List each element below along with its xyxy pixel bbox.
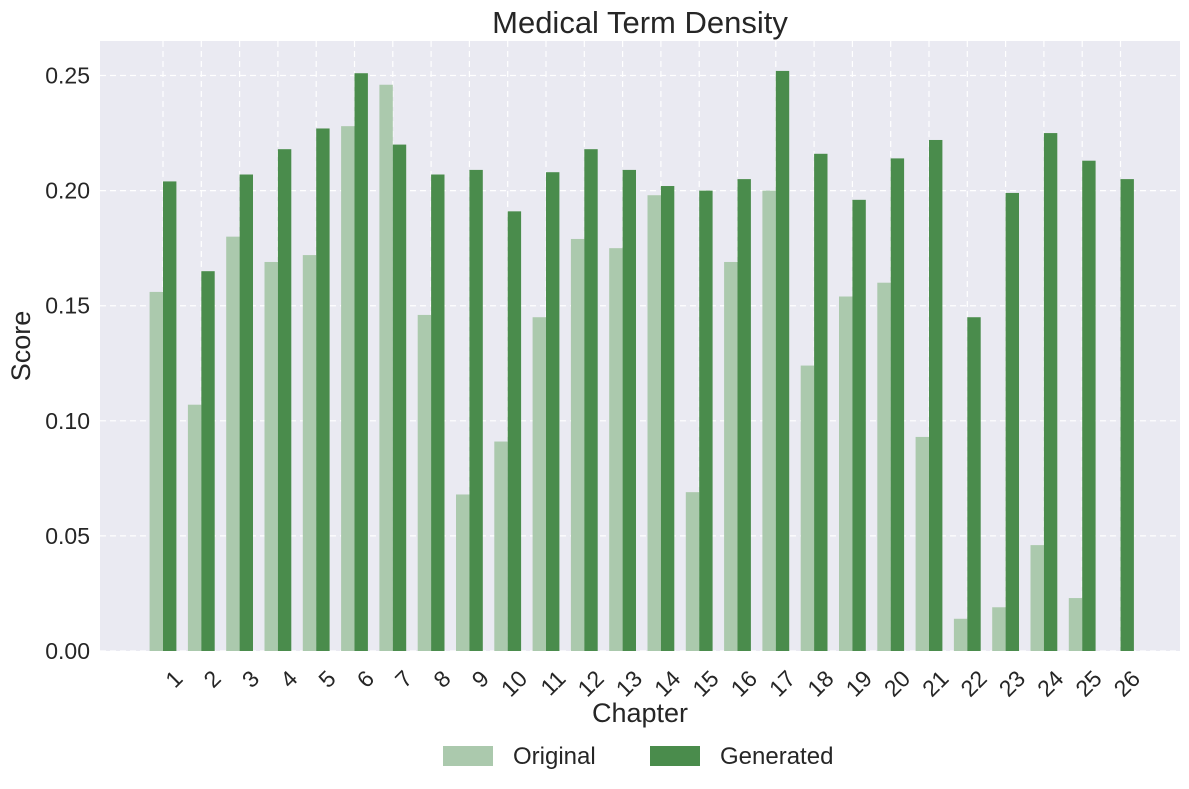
bar-original-chapter-7 <box>379 84 393 652</box>
legend-swatch-generated <box>650 746 700 766</box>
bar-generated-chapter-9 <box>469 169 483 652</box>
x-tick-label: 22 <box>955 665 991 701</box>
bar-generated-chapter-16 <box>737 179 751 651</box>
bar-original-chapter-13 <box>609 248 623 652</box>
legend-swatch-original <box>443 746 493 766</box>
x-tick-label: 15 <box>687 665 723 701</box>
y-tick-label: 0.20 <box>45 178 90 204</box>
bar-original-chapter-8 <box>417 314 432 651</box>
legend: Original Generated <box>443 743 833 770</box>
bar-generated-chapter-7 <box>392 144 407 651</box>
bar-generated-chapter-11 <box>546 172 560 651</box>
bar-original-chapter-4 <box>264 261 278 651</box>
bar-generated-chapter-22 <box>967 317 981 651</box>
bar-original-chapter-1 <box>149 291 163 651</box>
bar-generated-chapter-3 <box>239 174 253 651</box>
bar-generated-chapter-19 <box>852 199 866 651</box>
x-tick-label: 26 <box>1109 665 1145 701</box>
bar-original-chapter-2 <box>187 404 202 651</box>
x-tick-label: 17 <box>764 665 800 701</box>
x-tick-label: 14 <box>649 665 686 702</box>
x-axis-title: Chapter <box>592 698 688 728</box>
bar-original-chapter-15 <box>685 492 700 651</box>
bar-generated-chapter-1 <box>163 181 177 651</box>
bar-generated-chapter-8 <box>431 174 445 651</box>
y-axis-title: Score <box>6 311 36 382</box>
x-tick-label: 5 <box>313 665 340 692</box>
bar-original-chapter-11 <box>532 317 546 651</box>
bar-original-chapter-3 <box>226 236 240 651</box>
x-tick-label: 18 <box>802 665 838 701</box>
bar-original-chapter-6 <box>341 126 355 652</box>
x-tick-label: 1 <box>160 665 187 692</box>
bar-generated-chapter-12 <box>584 149 598 652</box>
x-tick-label: 8 <box>428 665 455 692</box>
bar-original-chapter-23 <box>992 607 1006 651</box>
x-tick-label: 21 <box>917 665 953 701</box>
y-tick-label: 0.00 <box>45 638 90 664</box>
x-tick-label: 6 <box>352 665 379 692</box>
bar-original-chapter-22 <box>953 618 968 651</box>
chart-title: Medical Term Density <box>492 5 788 40</box>
bar-generated-chapter-5 <box>316 128 330 652</box>
bar-generated-chapter-14 <box>660 186 675 652</box>
bar-original-chapter-12 <box>570 238 585 651</box>
x-tick-label: 12 <box>572 665 608 701</box>
bar-generated-chapter-26 <box>1120 179 1134 651</box>
bar-generated-chapter-13 <box>622 169 636 652</box>
bar-generated-chapter-10 <box>507 211 522 651</box>
bar-original-chapter-5 <box>302 255 317 651</box>
y-tick-label: 0.05 <box>45 523 90 549</box>
x-tick-label: 2 <box>198 665 225 692</box>
bars <box>149 70 1134 652</box>
bar-generated-chapter-24 <box>1043 133 1058 652</box>
bar-generated-chapter-23 <box>1005 192 1019 651</box>
x-tick-label: 4 <box>275 665 303 693</box>
bar-generated-chapter-25 <box>1082 160 1096 651</box>
x-tick-label: 16 <box>726 665 762 701</box>
bar-generated-chapter-17 <box>775 70 790 651</box>
bar-original-chapter-19 <box>839 296 853 651</box>
bar-original-chapter-24 <box>1030 545 1044 651</box>
x-tick-label: 20 <box>879 665 915 701</box>
x-tick-label: 23 <box>994 665 1030 701</box>
bar-original-chapter-18 <box>800 365 815 651</box>
x-tick-label: 25 <box>1070 665 1106 701</box>
x-tick-label: 9 <box>467 665 494 692</box>
bar-generated-chapter-6 <box>354 73 368 651</box>
x-tick-labels: 1 2 3 4 5 6 7 8 9 10 11 12 13 14 15 16 17 18 19 20 21 22 23 24 2… <box>160 665 1145 702</box>
x-tick-label: 10 <box>496 665 532 701</box>
x-tick-label: 13 <box>611 665 647 701</box>
bar-generated-chapter-15 <box>699 190 713 652</box>
x-tick-label: 3 <box>237 665 264 692</box>
bar-original-chapter-16 <box>724 261 738 651</box>
y-tick-label: 0.10 <box>45 408 90 434</box>
bar-original-chapter-20 <box>877 282 891 651</box>
bar-original-chapter-25 <box>1068 598 1083 651</box>
y-tick-labels: 0.00 0.05 0.10 0.15 0.20 0.25 <box>45 63 90 664</box>
bar-generated-chapter-4 <box>277 149 292 652</box>
y-tick-label: 0.15 <box>45 293 90 319</box>
x-tick-label: 24 <box>1032 665 1069 702</box>
bar-generated-chapter-2 <box>201 271 215 651</box>
bar-original-chapter-10 <box>494 441 508 651</box>
bar-original-chapter-21 <box>915 436 929 651</box>
x-tick-label: 7 <box>390 665 417 692</box>
bar-original-chapter-17 <box>762 190 776 652</box>
bar-original-chapter-9 <box>456 494 470 651</box>
y-tick-label: 0.25 <box>45 63 90 89</box>
legend-label-generated: Generated <box>720 743 833 770</box>
bar-original-chapter-14 <box>647 195 661 651</box>
legend-label-original: Original <box>513 743 596 770</box>
bar-generated-chapter-20 <box>890 158 905 651</box>
x-tick-label: 11 <box>535 665 570 700</box>
x-tick-label: 19 <box>840 665 876 701</box>
bar-generated-chapter-21 <box>929 139 943 651</box>
bar-generated-chapter-18 <box>814 153 828 651</box>
